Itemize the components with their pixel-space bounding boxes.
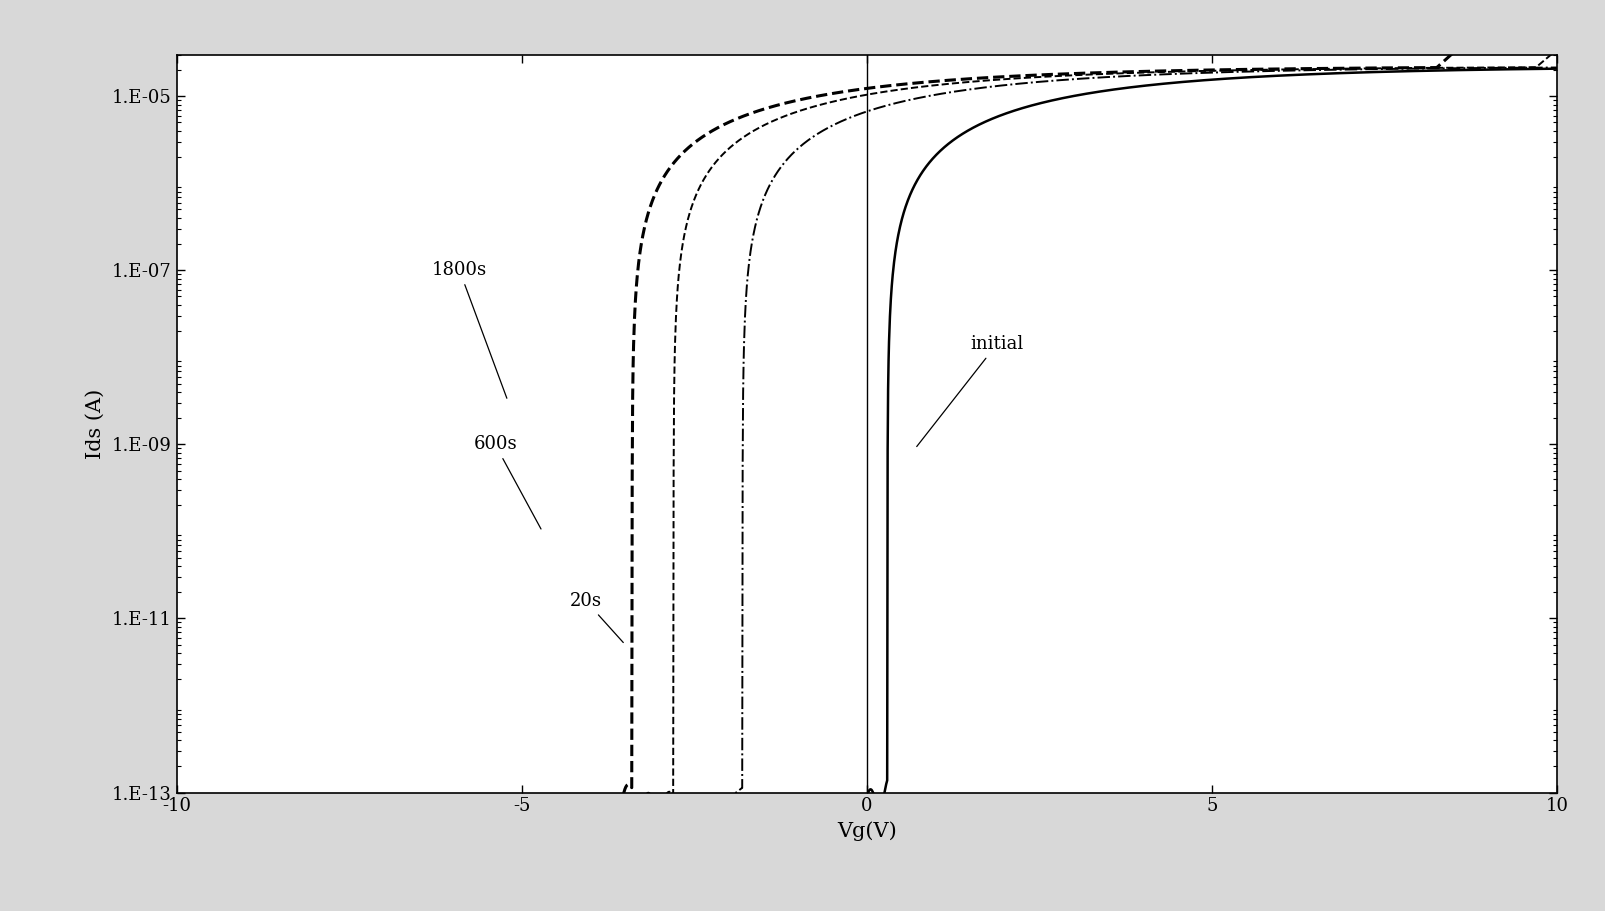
Y-axis label: Ids (A): Ids (A): [87, 388, 104, 459]
Text: 20s: 20s: [570, 592, 623, 642]
Text: 600s: 600s: [473, 435, 541, 529]
Text: 1800s: 1800s: [432, 261, 507, 398]
X-axis label: Vg(V): Vg(V): [836, 821, 897, 841]
Text: initial: initial: [916, 335, 1024, 446]
